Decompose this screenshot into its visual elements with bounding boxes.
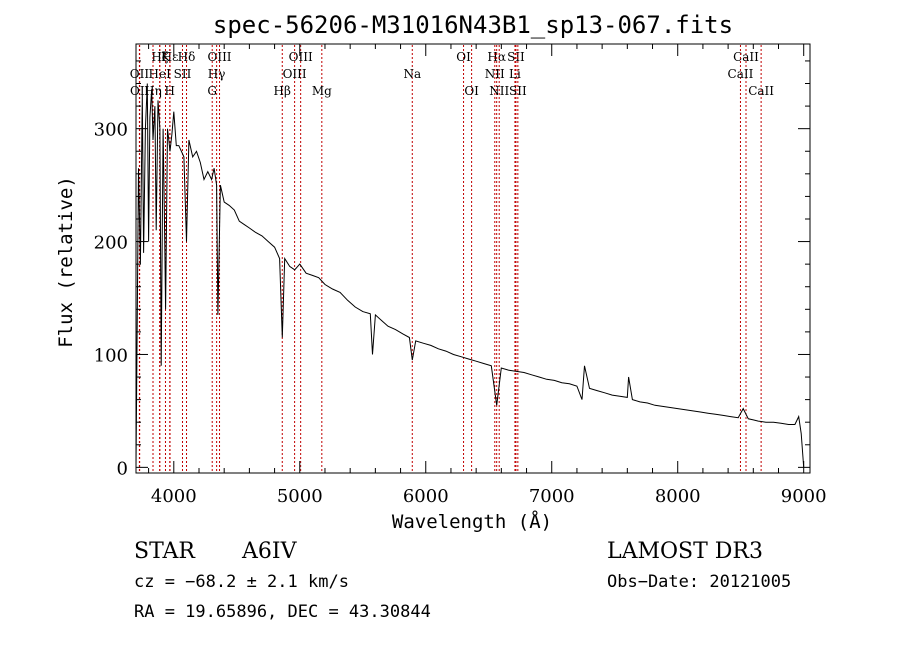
x-axis-label: Wavelength (Å): [392, 510, 552, 533]
y-axis-label: Flux (relative): [55, 176, 77, 348]
line-marker-label-17: Na: [403, 67, 421, 81]
flux-series-0: [135, 83, 805, 468]
y-tick-label: 200: [94, 233, 128, 254]
y-axis: 0 100 200 300: [94, 60, 810, 479]
flux-series-group: [135, 83, 805, 468]
x-tick-label: 4000: [151, 486, 197, 507]
line-marker-label-28: CaII: [748, 84, 774, 98]
x-axis: 4000 5000 6000 7000 8000 9000: [148, 44, 827, 507]
line-marker-label-27: CaII: [728, 67, 754, 81]
plot-frame: [135, 43, 811, 474]
chart-title: spec-56206-M31016N43B1_sp13-067.fits: [213, 11, 733, 39]
line-marker-label-9: Hη: [144, 84, 162, 98]
object-subclass: A6IV: [242, 539, 297, 564]
object-class: STAR: [134, 539, 195, 564]
y-tick-label: 300: [94, 120, 128, 141]
line-marker-label-2: H: [165, 84, 175, 98]
line-marker-label-14: OIII: [283, 67, 307, 81]
line-marker-label-24: NII: [489, 84, 509, 98]
x-tick-label: 8000: [655, 486, 701, 507]
line-marker-label-8: Hζ: [151, 50, 168, 64]
line-marker-label-20: Hα: [487, 50, 506, 64]
line-marker-label-22: NII: [485, 67, 505, 81]
line-marker-label-15: Hβ: [274, 84, 291, 98]
line-marker-label-3: Hδ: [178, 50, 196, 64]
line-marker-label-26: CaII: [733, 50, 759, 64]
x-tick-label: 6000: [403, 486, 449, 507]
x-tick-label: 9000: [781, 486, 827, 507]
coordinates: RA = 19.65896, DEC = 43.30844: [134, 602, 431, 622]
y-tick-label: 100: [94, 345, 128, 366]
observation-date: Obs−Date: 20121005: [607, 572, 792, 592]
line-marker-label-1: K: [161, 50, 171, 64]
survey-name: LAMOST DR3: [607, 539, 763, 564]
line-marker-label-18: OI: [456, 50, 471, 64]
line-marker-label-16: Mg: [312, 84, 332, 98]
line-marker-label-25: SII: [509, 84, 527, 98]
line-marker-label-23: Li: [509, 67, 521, 81]
line-marker-label-11: Hγ: [208, 67, 226, 81]
x-tick-label: 5000: [277, 486, 323, 507]
line-marker-label-13: OIII: [289, 50, 313, 64]
line-marker-label-10: OIII: [207, 50, 231, 64]
line-marker-label-12: G: [207, 84, 217, 98]
line-marker-label-5: OII: [130, 84, 150, 98]
line-marker-label-7: SII: [174, 67, 192, 81]
line-marker-label-21: SII: [507, 50, 525, 64]
x-tick-label: 7000: [529, 486, 575, 507]
redshift-cz: cz = −68.2 ± 2.1 km/s: [134, 572, 349, 592]
y-tick-label: 0: [117, 458, 128, 479]
line-marker-label-19: OI: [464, 84, 479, 98]
